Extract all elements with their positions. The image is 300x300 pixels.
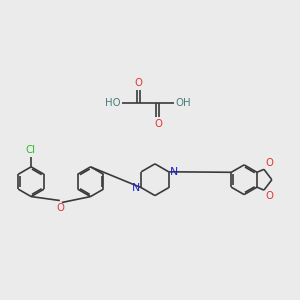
Text: N: N: [132, 183, 140, 193]
Text: O: O: [154, 119, 162, 129]
Text: O: O: [265, 158, 273, 168]
Text: Cl: Cl: [25, 145, 35, 155]
Text: O: O: [265, 191, 273, 201]
Text: O: O: [57, 202, 65, 212]
Text: OH: OH: [176, 98, 191, 108]
Text: N: N: [170, 167, 178, 177]
Text: HO: HO: [105, 98, 120, 108]
Text: O: O: [134, 78, 142, 88]
